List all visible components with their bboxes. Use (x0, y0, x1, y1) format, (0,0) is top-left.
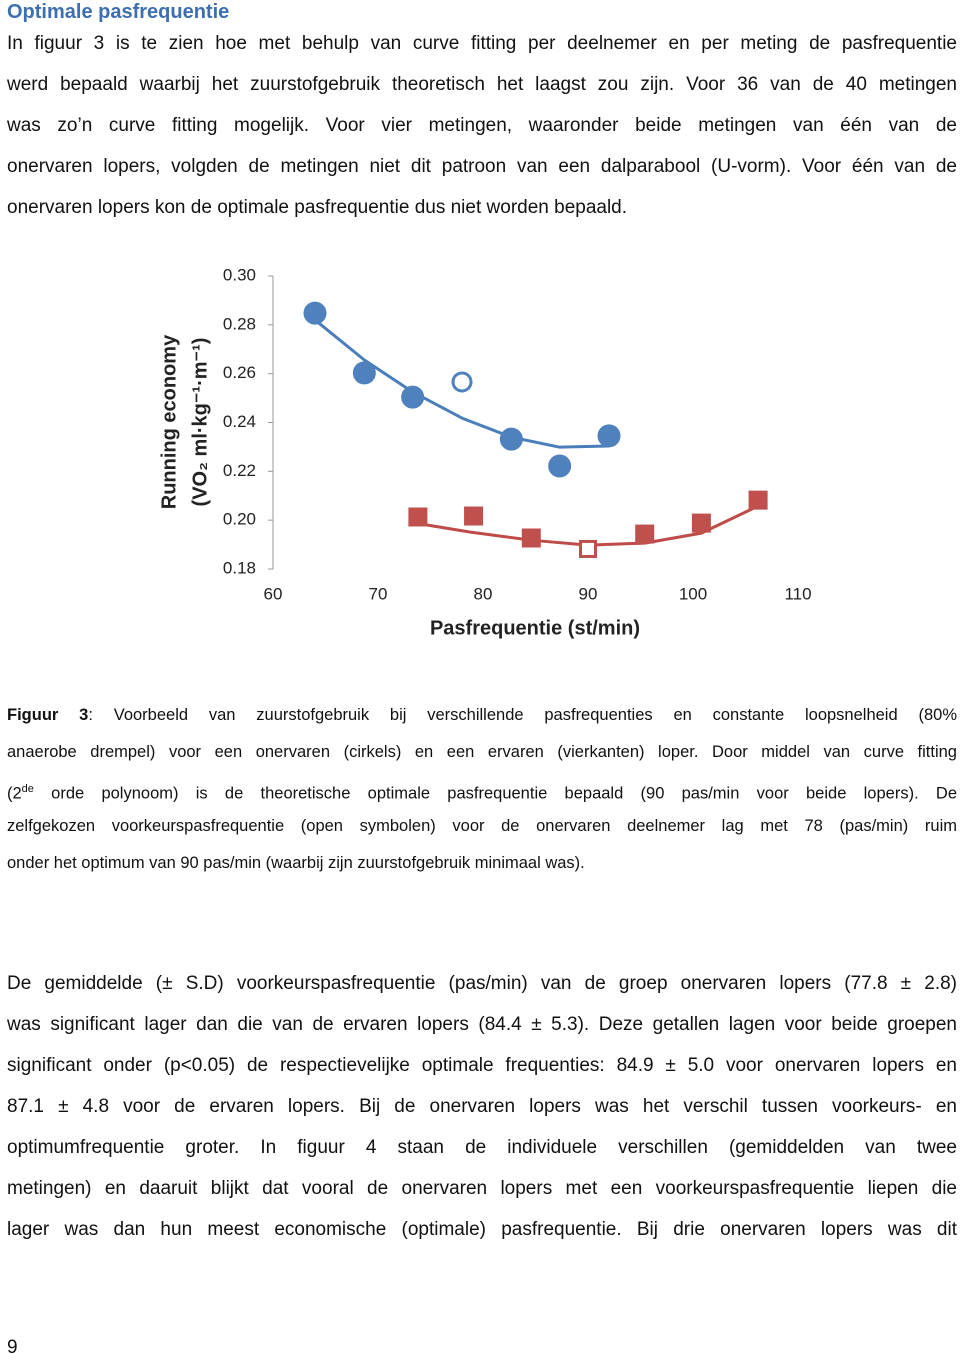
text-line: werd bepaald waarbij het zuurstofgebruik… (7, 74, 957, 95)
caption-line: (2de orde polynoom) is de theoretische o… (7, 777, 957, 806)
text-line: onervaren lopers, volgden de metingen ni… (7, 156, 957, 177)
y-tick-label: 0.18 (223, 558, 256, 577)
x-tick-label: 60 (264, 584, 283, 603)
caption-line: onder het optimum van 90 pas/min (waarbi… (7, 851, 957, 875)
point (579, 539, 597, 558)
x-tick-label: 70 (369, 584, 388, 603)
point (451, 371, 473, 393)
y-tick-label: 0.28 (223, 314, 256, 333)
point (748, 490, 768, 510)
x-tick-label: 100 (679, 584, 707, 603)
caption-text: : Voorbeeld van zuurstofgebruik bij vers… (88, 706, 957, 724)
caption-text: anaerobe drempel) voor een onervaren (ci… (7, 743, 957, 761)
point (635, 524, 655, 544)
caption-line: Figuur 3: Voorbeeld van zuurstofgebruik … (7, 703, 957, 727)
x-axis-title: Pasfrequentie (st/min) (430, 617, 640, 639)
text-line: was zo’n curve fitting mogelijk. Voor vi… (7, 115, 957, 136)
point (408, 507, 428, 527)
point (303, 301, 327, 325)
text-line: onervaren lopers kon de optimale pasfreq… (7, 197, 628, 218)
y-tick-label: 0.24 (223, 412, 256, 431)
x-tick-label: 90 (579, 584, 598, 603)
x-tick-label: 110 (784, 584, 811, 603)
text-line: In figuur 3 is te zien hoe met behulp va… (7, 33, 957, 54)
point (464, 506, 484, 526)
caption-label: Figuur 3 (7, 706, 89, 724)
y-axis-title: (VO₂ ml·kg⁻¹·m⁻¹) (189, 338, 211, 507)
point (499, 427, 523, 451)
text-line: significant onder (p<0.05) de respectiev… (7, 1055, 957, 1076)
fit-line (314, 318, 610, 449)
point (401, 385, 425, 409)
caption-line: zelfgekozen voorkeurspasfrequentie (open… (7, 814, 957, 838)
heading: Optimale pasfrequentie (7, 1, 230, 23)
caption-text: orde polynoom) is de theoretische optima… (33, 784, 957, 803)
text-line: 87.1 ± 4.8 voor de ervaren lopers. Bij d… (7, 1096, 957, 1117)
point (548, 454, 572, 478)
page-number: 9 (7, 1337, 18, 1358)
y-tick-label: 0.20 (223, 510, 256, 529)
point (352, 361, 376, 385)
text-line: was significant lager dan die van de erv… (7, 1014, 957, 1035)
x-tick-label: 80 (474, 584, 493, 603)
y-axis-title: Running economy (158, 334, 180, 509)
text-line: metingen) en daaruit blijkt dat vooral d… (7, 1178, 957, 1199)
superscript: de (21, 783, 34, 795)
y-tick-label: 0.22 (223, 461, 256, 480)
y-tick-label: 0.26 (223, 363, 256, 382)
caption-text: (2 (7, 784, 22, 803)
caption-text: onder het optimum van 90 pas/min (waarbi… (7, 854, 585, 872)
text-line: optimumfrequentie groter. In figuur 4 st… (7, 1137, 957, 1158)
point (691, 513, 711, 533)
caption-line: anaerobe drempel) voor een onervaren (ci… (7, 740, 957, 764)
caption-text: zelfgekozen voorkeurspasfrequentie (open… (7, 817, 957, 835)
point (521, 528, 541, 548)
point (597, 424, 621, 448)
y-tick-label: 0.30 (223, 265, 256, 284)
text-line: lager was dan hun meest economische (opt… (7, 1219, 957, 1240)
text-line: De gemiddelde (± S.D) voorkeurspasfreque… (7, 973, 957, 994)
